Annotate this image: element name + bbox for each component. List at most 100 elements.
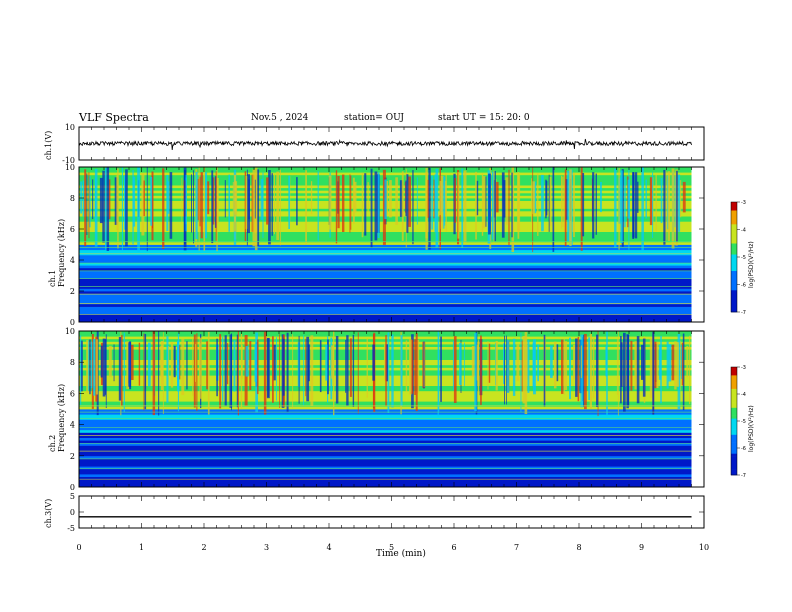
spectrogram-band — [79, 424, 692, 428]
spectrogram-burst — [345, 340, 347, 393]
spectrogram-burst — [580, 167, 583, 251]
colorbar-segment — [731, 279, 737, 282]
spectrogram-burst — [114, 177, 118, 225]
spectrogram-band — [79, 383, 692, 386]
spectrogram-band — [79, 254, 692, 258]
spectrogram-burst — [121, 167, 123, 252]
colorbar-segment — [731, 415, 737, 419]
spectrogram-burst — [503, 343, 505, 385]
spectrogram-burst — [249, 341, 252, 390]
spectrogram-burst — [257, 339, 259, 395]
spectrogram-burst — [257, 169, 260, 246]
spectrogram-burst — [545, 179, 547, 219]
colorbar-segment — [731, 399, 737, 403]
spectrogram-burst — [549, 176, 552, 227]
spectrogram-burst — [641, 167, 644, 251]
spectrogram-burst — [427, 179, 429, 218]
spectrogram-burst — [537, 344, 539, 382]
spectrogram-burst — [406, 174, 409, 233]
spectrogram-burst — [405, 340, 408, 392]
spectrogram-burst — [463, 170, 467, 244]
ch1-spectrogram-ylabel: ch.1 Frequency (kHz) — [48, 218, 66, 287]
spectrogram-burst — [199, 337, 202, 399]
spectrogram-burst — [645, 179, 647, 219]
x-tick-label: 3 — [264, 543, 269, 552]
ch1-spectrogram — [79, 167, 704, 323]
spectrogram-band — [79, 303, 692, 307]
chart-title: VLF Spectra — [79, 111, 149, 124]
spectrogram-burst — [660, 178, 663, 224]
x-tick-label: 6 — [451, 543, 456, 552]
spectrogram-burst — [240, 333, 243, 410]
spectrogram-band — [79, 437, 692, 441]
colorbar-segment — [731, 375, 737, 379]
spectrogram-burst — [617, 331, 619, 416]
colorbar-segment — [731, 458, 737, 462]
colorbar-segment — [731, 224, 737, 227]
spectrogram-burst — [229, 334, 233, 408]
spectrogram-burst — [437, 331, 439, 417]
spectrogram-burst — [434, 174, 437, 233]
y-tick-label: 0 — [70, 508, 75, 517]
x-tick-label: 1 — [139, 543, 144, 552]
spectrogram-burst — [144, 333, 147, 410]
spectrogram-burst — [148, 342, 151, 387]
spectrogram-burst — [453, 336, 457, 403]
spectrogram-band — [79, 272, 692, 276]
spectrogram-burst — [624, 176, 626, 228]
spectrogram-burst — [337, 176, 340, 229]
colorbar-segment — [731, 372, 737, 376]
spectrogram-burst — [410, 340, 412, 392]
spectrogram-burst — [415, 333, 418, 412]
spectrogram-burst — [384, 344, 386, 381]
spectrogram-burst — [582, 173, 585, 237]
spectrogram-burst — [166, 336, 169, 403]
spectrogram-burst — [666, 171, 668, 241]
spectrogram-burst — [682, 333, 685, 411]
spectrogram-burst — [618, 168, 620, 250]
spectrogram-band — [79, 278, 692, 282]
spectrogram-burst — [279, 334, 280, 408]
spectrogram-burst — [511, 172, 513, 238]
spectrogram-burst — [167, 181, 170, 214]
spectrogram-burst — [276, 337, 277, 401]
spectrogram-burst — [630, 340, 633, 391]
colorbar-segment — [731, 221, 737, 225]
spectrogram-band — [79, 275, 692, 279]
spectrogram-burst — [495, 340, 498, 391]
x-tick-label: 2 — [201, 543, 206, 552]
spectrogram-band — [79, 331, 692, 334]
spectrogram-band — [79, 388, 692, 392]
spectrogram-burst — [236, 334, 239, 408]
spectrogram-band — [79, 458, 692, 462]
spectrogram-burst — [627, 179, 630, 219]
spectrogram-band — [79, 311, 692, 315]
spectrogram-band — [79, 244, 692, 248]
spectrogram-burst — [354, 181, 357, 213]
spectrogram-burst — [266, 177, 269, 225]
y-tick-label: 10 — [65, 123, 75, 132]
spectrogram-burst — [676, 170, 678, 243]
spectrogram-band — [79, 442, 692, 446]
spectrogram-burst — [410, 339, 414, 394]
spectrogram-burst — [80, 335, 82, 405]
spectrogram-burst — [561, 339, 564, 394]
spectrogram-burst — [686, 345, 689, 378]
colorbar: -3 -4 -5 -6 -7 — [730, 365, 746, 479]
spectrogram-burst — [328, 175, 332, 230]
spectrogram-band — [79, 285, 692, 289]
spectrogram-band — [79, 262, 692, 266]
spectrogram-burst — [548, 174, 550, 232]
spectrogram-burst — [116, 175, 119, 230]
spectrogram-burst — [487, 341, 489, 390]
spectrogram-burst — [216, 178, 219, 223]
spectrogram-burst — [247, 174, 250, 234]
spectrogram-burst — [198, 167, 200, 251]
x-tick-label: 7 — [514, 543, 519, 552]
spectrogram-burst — [306, 336, 310, 402]
colorbar-segment — [731, 309, 737, 313]
spectrogram-band — [79, 316, 692, 320]
colorbar-segment — [731, 226, 737, 230]
spectrogram-band — [79, 296, 692, 300]
spectrogram-burst — [366, 338, 368, 398]
